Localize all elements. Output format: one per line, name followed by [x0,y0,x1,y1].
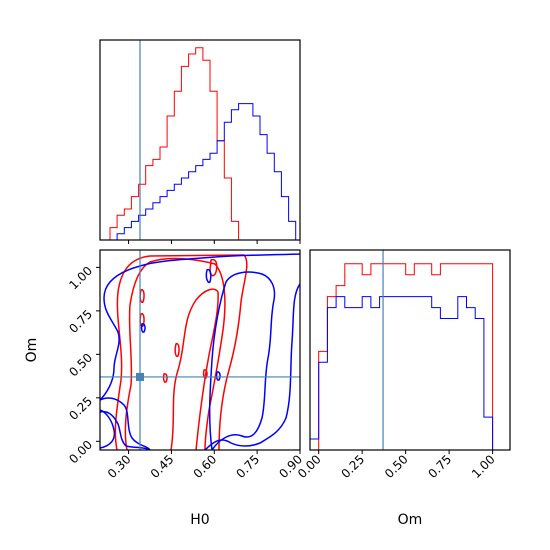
blue-contour-left-edge [100,409,116,449]
om-x-tick-label: 0.25 [339,452,368,481]
om-histogram-blue [310,296,510,450]
h0-om-contour-panel: 0.30 0.45 0.60 0.75 0.900.000.250.500.751.00 [66,249,305,481]
red-contour-core [170,288,219,450]
h0-histogram-frame [99,39,301,241]
blue-contour-island-1 [205,268,212,284]
red-contours [114,254,248,450]
h0-histogram-red [102,47,296,240]
om-x-tick-label: 0.50 [382,452,411,481]
om-x-tick-label: 0.75 [425,452,454,481]
x-axis-label-om: Om [398,512,423,528]
x-axis-label-h0: H0 [190,512,209,528]
om-y-tick-label: 1.00 [66,264,95,293]
red-contour-island-4 [174,342,180,358]
om-histogram-panel: 0.00 0.25 0.50 0.75 1.00 [295,249,511,481]
red-contour-island-2 [139,288,145,304]
h0-tick-label: 0.30 [105,452,134,481]
blue-contour-island-3 [215,371,221,381]
h0-tick-label: 0.45 [148,452,177,481]
contour-frame [99,249,301,451]
om-y-tick-label: 0.00 [66,438,95,467]
blue-contours [100,253,300,450]
om-y-tick-label: 0.25 [66,394,95,423]
h0-histogram-blue [102,103,297,240]
om-histogram-red [310,263,510,450]
blue-contour-island-2 [140,323,146,333]
y-axis-label-om: Om [24,338,40,363]
om-y-tick-label: 0.75 [66,307,95,336]
h0-histogram-panel [99,39,301,244]
red-contour-island-6 [202,369,208,379]
red-contour-outer [114,254,248,450]
om-x-tick-label: 1.00 [469,452,498,481]
om-histogram-frame [309,249,511,451]
h0-tick-label: 0.75 [233,452,262,481]
blue-contour-outer [100,253,300,450]
red-contour-island-5 [162,373,168,383]
om-y-tick-label: 0.50 [66,351,95,380]
h0-tick-label: 0.60 [191,452,220,481]
truth-point-marker [136,372,144,381]
